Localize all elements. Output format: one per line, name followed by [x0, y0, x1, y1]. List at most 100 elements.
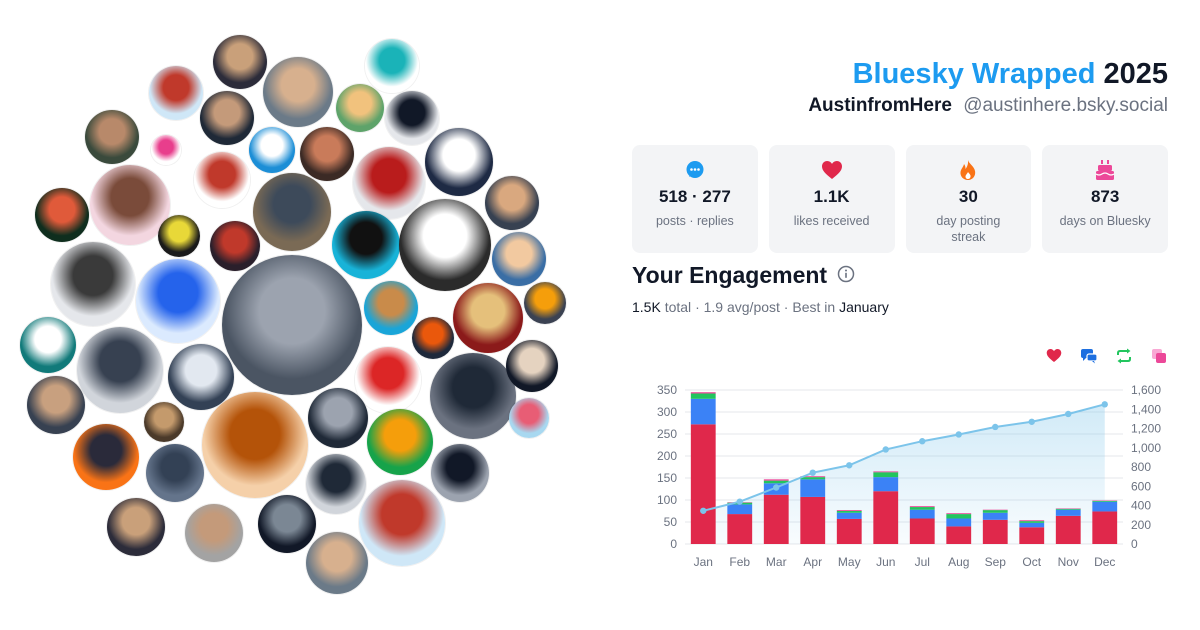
bar-likes-jul[interactable]: [909, 518, 935, 544]
avatar-bald-man[interactable]: [51, 242, 135, 326]
avatar-gnome-ladder[interactable]: [149, 66, 203, 120]
bar-replies-sep[interactable]: [982, 512, 1008, 520]
bar-likes-oct[interactable]: [1019, 527, 1045, 544]
avatar-man-sunglasses[interactable]: [200, 91, 254, 145]
avatar-red-hair[interactable]: [210, 221, 260, 271]
avatar-beltel[interactable]: [20, 317, 76, 373]
avatar-biker[interactable]: [222, 255, 362, 395]
bar-reposts-jul[interactable]: [909, 507, 935, 510]
bar-replies-jun[interactable]: [873, 477, 899, 492]
bar-replies-apr[interactable]: [800, 479, 826, 497]
bar-likes-apr[interactable]: [800, 496, 826, 544]
avatar-woman-mono[interactable]: [77, 327, 163, 413]
bar-replies-dec[interactable]: [1092, 501, 1118, 512]
bar-replies-jan[interactable]: [690, 398, 716, 425]
bar-reposts-mar[interactable]: [763, 480, 789, 484]
avatar-planet-belfast[interactable]: [168, 344, 234, 410]
bar-quotes-apr[interactable]: [800, 476, 826, 478]
avatar-alt-dup[interactable]: [425, 128, 493, 196]
avatar-vader[interactable]: [332, 211, 400, 279]
bar-reposts-sep[interactable]: [982, 510, 1008, 513]
cumulative-point-jun[interactable]: [882, 446, 889, 453]
avatar-toast[interactable]: [364, 281, 418, 335]
avatar-woman-red[interactable]: [300, 127, 354, 181]
avatar-tunnel[interactable]: [308, 388, 368, 448]
bar-replies-nov[interactable]: [1055, 509, 1081, 516]
heart-icon[interactable]: [1044, 346, 1063, 365]
avatar-film-updates[interactable]: [399, 199, 491, 291]
cumulative-point-oct[interactable]: [1028, 418, 1035, 425]
bar-likes-jan[interactable]: [690, 424, 716, 544]
bar-quotes-jan[interactable]: [690, 392, 716, 394]
bar-replies-feb[interactable]: [727, 504, 753, 515]
avatar-glasses-mono[interactable]: [385, 91, 439, 145]
bar-likes-mar[interactable]: [763, 494, 789, 544]
avatar-stained-glass[interactable]: [158, 215, 200, 257]
bar-likes-nov[interactable]: [1055, 515, 1081, 544]
bar-quotes-aug[interactable]: [946, 513, 972, 515]
bar-likes-sep[interactable]: [982, 519, 1008, 544]
avatar-rte-news[interactable]: [249, 127, 295, 173]
bar-reposts-aug[interactable]: [946, 514, 972, 519]
reply-icon[interactable]: [1079, 346, 1098, 365]
bar-likes-jun[interactable]: [873, 491, 899, 544]
avatar-blue-cap[interactable]: [492, 232, 546, 286]
avatar-shield[interactable]: [136, 259, 220, 343]
bar-replies-aug[interactable]: [946, 518, 972, 527]
cumulative-point-dec[interactable]: [1101, 401, 1108, 408]
avatar-woman-dark[interactable]: [506, 340, 558, 392]
quote-icon[interactable]: [1149, 346, 1168, 365]
cumulative-point-jul[interactable]: [919, 438, 926, 445]
avatar-girl-small[interactable]: [306, 454, 366, 514]
avatar-bearded-man[interactable]: [85, 110, 139, 164]
cumulative-point-feb[interactable]: [736, 498, 743, 505]
bar-likes-may[interactable]: [836, 518, 862, 544]
cumulative-point-nov[interactable]: [1065, 410, 1072, 418]
cumulative-point-mar[interactable]: [773, 484, 780, 491]
avatar-aurora[interactable]: [35, 188, 89, 242]
cumulative-point-apr[interactable]: [809, 469, 816, 476]
bar-likes-aug[interactable]: [946, 526, 972, 544]
cumulative-point-jan[interactable]: [700, 507, 707, 514]
avatar-heart-art[interactable]: [355, 347, 421, 413]
avatar-gnome-ladder[interactable]: [359, 480, 445, 566]
bar-likes-dec[interactable]: [1092, 511, 1118, 544]
avatar-orange-hat[interactable]: [412, 317, 454, 359]
bar-quotes-oct[interactable]: [1019, 520, 1045, 522]
avatar-man-sunset[interactable]: [524, 282, 566, 324]
bar-quotes-mar[interactable]: [763, 479, 789, 481]
bar-likes-feb[interactable]: [727, 514, 753, 544]
avatar-blonde-woman[interactable]: [202, 392, 308, 498]
avatar-old-man[interactable]: [431, 444, 489, 502]
avatar-selfie-dark[interactable]: [107, 498, 165, 556]
avatar-red-hat-man[interactable]: [194, 152, 250, 208]
bar-quotes-may[interactable]: [836, 510, 862, 511]
avatar-man-glasses-suit[interactable]: [306, 532, 368, 594]
avatar-woman-wave[interactable]: [485, 176, 539, 230]
cumulative-point-aug[interactable]: [955, 431, 962, 438]
avatar-man-small[interactable]: [185, 504, 243, 562]
bar-replies-jul[interactable]: [909, 509, 935, 519]
info-icon[interactable]: [837, 262, 855, 289]
avatar-love-mural[interactable]: [453, 283, 523, 353]
bar-reposts-dec[interactable]: [1092, 500, 1118, 502]
avatar-bearded-main[interactable]: [253, 173, 331, 251]
avatar-man-beard-pub[interactable]: [144, 402, 184, 442]
avatar-selfie-dark[interactable]: [213, 35, 267, 89]
bar-reposts-apr[interactable]: [800, 477, 826, 480]
bar-reposts-jan[interactable]: [690, 393, 716, 399]
repost-icon[interactable]: [1114, 346, 1133, 365]
avatar-man-suit[interactable]: [27, 376, 85, 434]
bar-quotes-jul[interactable]: [909, 506, 935, 508]
avatar-sunglass-man[interactable]: [146, 444, 204, 502]
avatar-flag-bird[interactable]: [353, 147, 425, 219]
avatar-sail-logo[interactable]: [151, 135, 181, 165]
avatar-bearded-pink[interactable]: [90, 165, 170, 245]
bar-replies-oct[interactable]: [1019, 522, 1045, 528]
cumulative-point-sep[interactable]: [992, 423, 999, 431]
avatar-beer-man[interactable]: [367, 409, 433, 475]
avatar-colorful-man[interactable]: [509, 398, 549, 438]
avatar-cartoon-glasses[interactable]: [336, 84, 384, 132]
avatar-glasses-small[interactable]: [258, 495, 316, 553]
cumulative-point-may[interactable]: [846, 462, 853, 469]
